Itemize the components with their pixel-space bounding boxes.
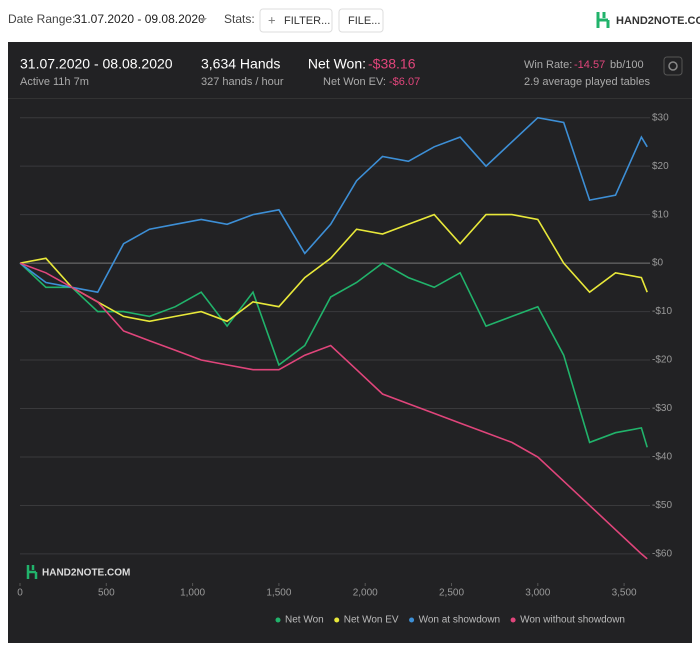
legend-label[interactable]: Net Won bbox=[285, 615, 324, 626]
x-tick-label: 2,000 bbox=[353, 588, 378, 599]
filter-button[interactable] bbox=[259, 8, 333, 33]
filter-text: FILTER... bbox=[284, 15, 330, 27]
file-button[interactable] bbox=[338, 8, 384, 33]
hands-per-hour: 327 hands / hour bbox=[201, 76, 284, 88]
date-range[interactable]: 31.07.2020 - 09.08.2020 bbox=[74, 12, 205, 26]
stats-label: Stats: bbox=[224, 12, 255, 26]
x-tick-label: 3,500 bbox=[612, 588, 637, 599]
series-line bbox=[19, 116, 648, 294]
file-text: FILE... bbox=[348, 15, 380, 27]
x-tick-label: 0 bbox=[17, 588, 23, 599]
legend-label[interactable]: Net Won EV bbox=[344, 615, 399, 626]
y-tick-label: -$10 bbox=[652, 306, 672, 317]
win-rate-unit: bb/100 bbox=[610, 59, 644, 71]
y-tick-label: -$20 bbox=[652, 355, 672, 366]
win-rate-label: Win Rate: bbox=[524, 59, 572, 71]
settings-icon bbox=[668, 61, 678, 71]
y-tick-label: -$40 bbox=[652, 452, 672, 463]
y-tick-label: -$50 bbox=[652, 500, 672, 511]
settings-button[interactable] bbox=[663, 56, 683, 76]
tables: 2.9 average played tables bbox=[524, 76, 650, 88]
panel bbox=[8, 42, 692, 643]
y-tick-label: $20 bbox=[652, 161, 669, 172]
legend-swatch bbox=[409, 617, 415, 623]
y-tick-label: $30 bbox=[652, 112, 669, 123]
y-tick-label: -$30 bbox=[652, 403, 672, 414]
y-tick-label: $10 bbox=[652, 209, 669, 220]
net-won-ev: -$6.07 bbox=[389, 76, 420, 88]
x-tick-label: 500 bbox=[98, 588, 115, 599]
divider bbox=[8, 98, 692, 99]
x-tick-label: 2,500 bbox=[439, 588, 464, 599]
watermark: HAND2NOTE.COM bbox=[42, 568, 130, 579]
x-tick-label: 1,500 bbox=[266, 588, 291, 599]
y-tick-label: $0 bbox=[652, 258, 664, 269]
date-range-label: Date Range: bbox=[8, 12, 75, 26]
legend-label[interactable]: Won at showdown bbox=[419, 615, 501, 626]
x-tick-label: 1,000 bbox=[180, 588, 205, 599]
net-won: -$38.16 bbox=[368, 56, 416, 72]
series-line bbox=[19, 262, 648, 560]
plus-icon: + bbox=[268, 12, 276, 27]
legend-swatch bbox=[275, 617, 281, 623]
x-tick-label: 3,000 bbox=[525, 588, 550, 599]
watermark-icon bbox=[26, 565, 38, 579]
logo-icon bbox=[596, 12, 610, 28]
period: 31.07.2020 - 08.08.2020 bbox=[20, 56, 173, 72]
logo: HAND2NOTE.COM bbox=[616, 15, 700, 27]
legend-swatch bbox=[334, 617, 340, 623]
legend-label[interactable]: Won without showdown bbox=[520, 615, 625, 626]
series-line bbox=[19, 213, 648, 323]
active: Active 11h 7m bbox=[20, 76, 89, 88]
legend-swatch bbox=[510, 617, 516, 623]
y-tick-label: -$60 bbox=[652, 549, 672, 560]
win-rate: -14.57 bbox=[574, 59, 605, 71]
dropdown-arrow[interactable] bbox=[199, 18, 207, 22]
hands: 3,634 Hands bbox=[201, 56, 280, 72]
series-line bbox=[19, 262, 648, 448]
net-won-label: Net Won: bbox=[308, 56, 366, 72]
net-won-ev-label: Net Won EV: bbox=[323, 76, 386, 88]
